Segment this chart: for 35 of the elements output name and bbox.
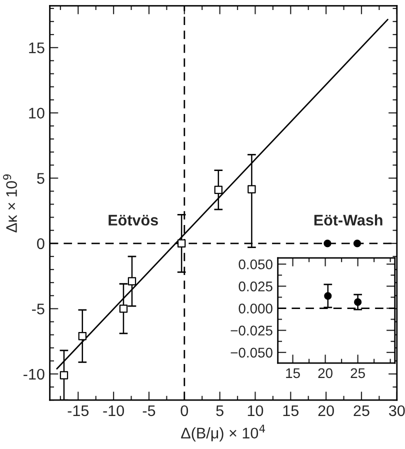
point bbox=[248, 185, 256, 194]
x-tick-label: 25 bbox=[354, 405, 370, 416]
y-tick-label: 0.000 bbox=[238, 304, 272, 314]
point bbox=[119, 304, 128, 313]
x-tick-label: 25 bbox=[350, 368, 365, 378]
point bbox=[177, 239, 186, 248]
y-tick-label: 10 bbox=[29, 108, 44, 119]
point bbox=[128, 277, 136, 286]
x-tick-label: -10 bbox=[103, 405, 124, 416]
y-tick-label: 0 bbox=[37, 238, 44, 250]
x-tick-label: 20 bbox=[318, 368, 332, 378]
y-tick-label: −0.025 bbox=[230, 326, 272, 336]
point bbox=[324, 240, 332, 248]
x-axis-title: Δ(B/μ) × 10$^{4}$ bbox=[181, 424, 266, 442]
y-tick-label: -5 bbox=[32, 304, 44, 314]
x-tick-label: 5 bbox=[216, 405, 224, 416]
point bbox=[78, 332, 86, 340]
x-tick-label: 0 bbox=[180, 405, 188, 416]
x-tick-label: 15 bbox=[283, 405, 299, 416]
point bbox=[60, 371, 68, 380]
x-tick-label: -15 bbox=[68, 405, 89, 416]
annotation: Eöt-Wash bbox=[314, 214, 382, 226]
point bbox=[353, 240, 362, 248]
x-tick-label: 15 bbox=[286, 368, 300, 378]
y-tick-label: 0.025 bbox=[238, 282, 272, 292]
x-tick-label: 20 bbox=[318, 405, 334, 416]
x-tick-label: 30 bbox=[388, 405, 405, 416]
x-tick-label: -5 bbox=[142, 405, 156, 416]
y-tick-label: −0.050 bbox=[230, 348, 272, 358]
y-axis-title: Δκ × 10$^{9}$ bbox=[3, 174, 17, 232]
y-tick-label: 0.050 bbox=[238, 259, 272, 270]
point bbox=[214, 186, 222, 194]
y-tick-label: 15 bbox=[29, 42, 44, 54]
y-tick-label: 5 bbox=[37, 173, 44, 184]
annotation: Eötvös bbox=[108, 214, 158, 226]
